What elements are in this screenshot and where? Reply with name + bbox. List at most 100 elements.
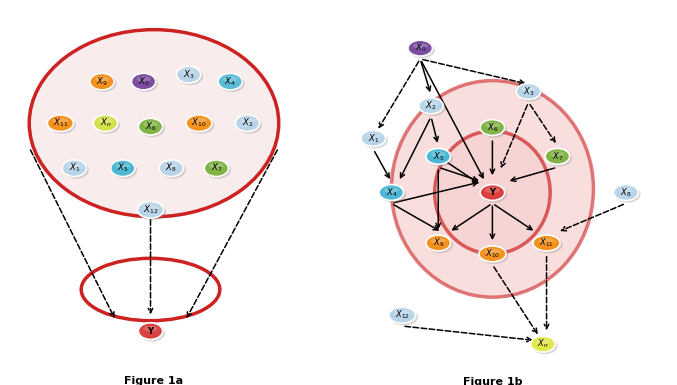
Ellipse shape bbox=[521, 86, 536, 92]
Ellipse shape bbox=[533, 235, 560, 251]
Ellipse shape bbox=[361, 131, 386, 146]
Ellipse shape bbox=[95, 116, 120, 134]
Ellipse shape bbox=[366, 133, 380, 139]
Ellipse shape bbox=[29, 30, 279, 217]
Ellipse shape bbox=[177, 68, 203, 85]
Ellipse shape bbox=[485, 187, 500, 193]
Ellipse shape bbox=[380, 186, 406, 203]
Ellipse shape bbox=[517, 84, 541, 99]
Ellipse shape bbox=[480, 247, 508, 264]
Ellipse shape bbox=[131, 73, 156, 90]
Ellipse shape bbox=[98, 118, 113, 124]
Text: $X_{7}$: $X_{7}$ bbox=[211, 162, 222, 174]
Ellipse shape bbox=[619, 187, 633, 193]
Ellipse shape bbox=[204, 160, 228, 177]
Text: $X_{8}$: $X_{8}$ bbox=[620, 186, 632, 199]
Ellipse shape bbox=[218, 73, 242, 90]
Text: $X_{11}$: $X_{11}$ bbox=[53, 117, 68, 129]
Text: $X_{n}$: $X_{n}$ bbox=[100, 117, 111, 129]
Ellipse shape bbox=[110, 160, 135, 177]
Ellipse shape bbox=[191, 118, 206, 124]
Ellipse shape bbox=[534, 236, 563, 253]
Ellipse shape bbox=[613, 184, 638, 201]
Ellipse shape bbox=[480, 184, 504, 201]
Ellipse shape bbox=[187, 116, 215, 134]
Ellipse shape bbox=[164, 163, 179, 169]
Ellipse shape bbox=[240, 118, 255, 124]
Ellipse shape bbox=[384, 187, 399, 193]
Ellipse shape bbox=[536, 339, 550, 345]
Ellipse shape bbox=[143, 204, 158, 210]
Text: $X_{3}$: $X_{3}$ bbox=[183, 69, 194, 81]
Ellipse shape bbox=[49, 116, 76, 134]
Ellipse shape bbox=[413, 43, 428, 49]
Ellipse shape bbox=[160, 161, 185, 179]
Ellipse shape bbox=[409, 42, 435, 58]
Ellipse shape bbox=[159, 160, 183, 177]
Ellipse shape bbox=[427, 236, 453, 253]
Ellipse shape bbox=[426, 149, 450, 164]
Ellipse shape bbox=[67, 163, 81, 169]
Ellipse shape bbox=[139, 324, 165, 341]
Ellipse shape bbox=[615, 186, 640, 203]
Ellipse shape bbox=[390, 309, 418, 325]
Ellipse shape bbox=[485, 122, 500, 128]
Ellipse shape bbox=[532, 338, 558, 354]
Text: $X_{5}$: $X_{5}$ bbox=[433, 150, 444, 162]
Ellipse shape bbox=[435, 131, 550, 254]
Ellipse shape bbox=[186, 115, 212, 132]
Ellipse shape bbox=[480, 120, 504, 136]
Text: $X_{9}$: $X_{9}$ bbox=[433, 237, 444, 249]
Ellipse shape bbox=[546, 150, 572, 167]
Ellipse shape bbox=[550, 151, 565, 157]
Ellipse shape bbox=[62, 160, 87, 177]
Text: $X_{4}$: $X_{4}$ bbox=[224, 75, 236, 88]
Ellipse shape bbox=[144, 326, 158, 331]
Ellipse shape bbox=[219, 75, 244, 92]
Ellipse shape bbox=[479, 246, 506, 262]
Text: $X_{12}$: $X_{12}$ bbox=[143, 204, 158, 216]
Ellipse shape bbox=[538, 238, 554, 243]
Text: $X_{2}$: $X_{2}$ bbox=[242, 117, 253, 129]
Ellipse shape bbox=[90, 73, 114, 90]
Text: $X_{0}$: $X_{0}$ bbox=[137, 75, 150, 88]
Text: $X_{11}$: $X_{11}$ bbox=[539, 237, 554, 249]
Ellipse shape bbox=[517, 85, 543, 102]
Ellipse shape bbox=[133, 75, 158, 92]
Text: $X_{9}$: $X_{9}$ bbox=[96, 75, 108, 88]
Ellipse shape bbox=[53, 118, 68, 124]
Ellipse shape bbox=[137, 201, 164, 218]
Text: $X_{6}$: $X_{6}$ bbox=[145, 121, 156, 133]
Ellipse shape bbox=[408, 40, 433, 56]
Ellipse shape bbox=[136, 76, 151, 82]
Text: $X_{0}$: $X_{0}$ bbox=[414, 42, 426, 54]
Ellipse shape bbox=[394, 310, 410, 316]
Ellipse shape bbox=[391, 80, 594, 297]
Text: Figure 1a: Figure 1a bbox=[125, 376, 183, 385]
Text: Y: Y bbox=[148, 326, 154, 336]
Text: $X_{1}$: $X_{1}$ bbox=[368, 132, 379, 145]
Text: $X_{2}$: $X_{2}$ bbox=[425, 100, 437, 112]
Ellipse shape bbox=[47, 115, 73, 132]
Text: $X_{5}$: $X_{5}$ bbox=[117, 162, 129, 174]
Ellipse shape bbox=[112, 161, 137, 179]
Ellipse shape bbox=[426, 235, 450, 251]
Ellipse shape bbox=[93, 115, 118, 132]
Ellipse shape bbox=[379, 184, 403, 201]
Ellipse shape bbox=[545, 149, 569, 164]
Ellipse shape bbox=[63, 161, 89, 179]
Text: $X_{1}$: $X_{1}$ bbox=[68, 162, 80, 174]
Text: $X_{8}$: $X_{8}$ bbox=[165, 162, 177, 174]
Text: $X_{12}$: $X_{12}$ bbox=[395, 309, 410, 321]
Ellipse shape bbox=[431, 151, 445, 157]
Ellipse shape bbox=[531, 336, 555, 352]
Ellipse shape bbox=[95, 76, 109, 82]
Text: $X_{10}$: $X_{10}$ bbox=[192, 117, 206, 129]
Ellipse shape bbox=[389, 307, 416, 323]
Ellipse shape bbox=[362, 132, 388, 149]
Text: $X_{3}$: $X_{3}$ bbox=[523, 85, 534, 98]
Ellipse shape bbox=[205, 161, 231, 179]
Text: Figure 1b: Figure 1b bbox=[462, 377, 522, 385]
Ellipse shape bbox=[427, 150, 453, 167]
Ellipse shape bbox=[91, 75, 116, 92]
